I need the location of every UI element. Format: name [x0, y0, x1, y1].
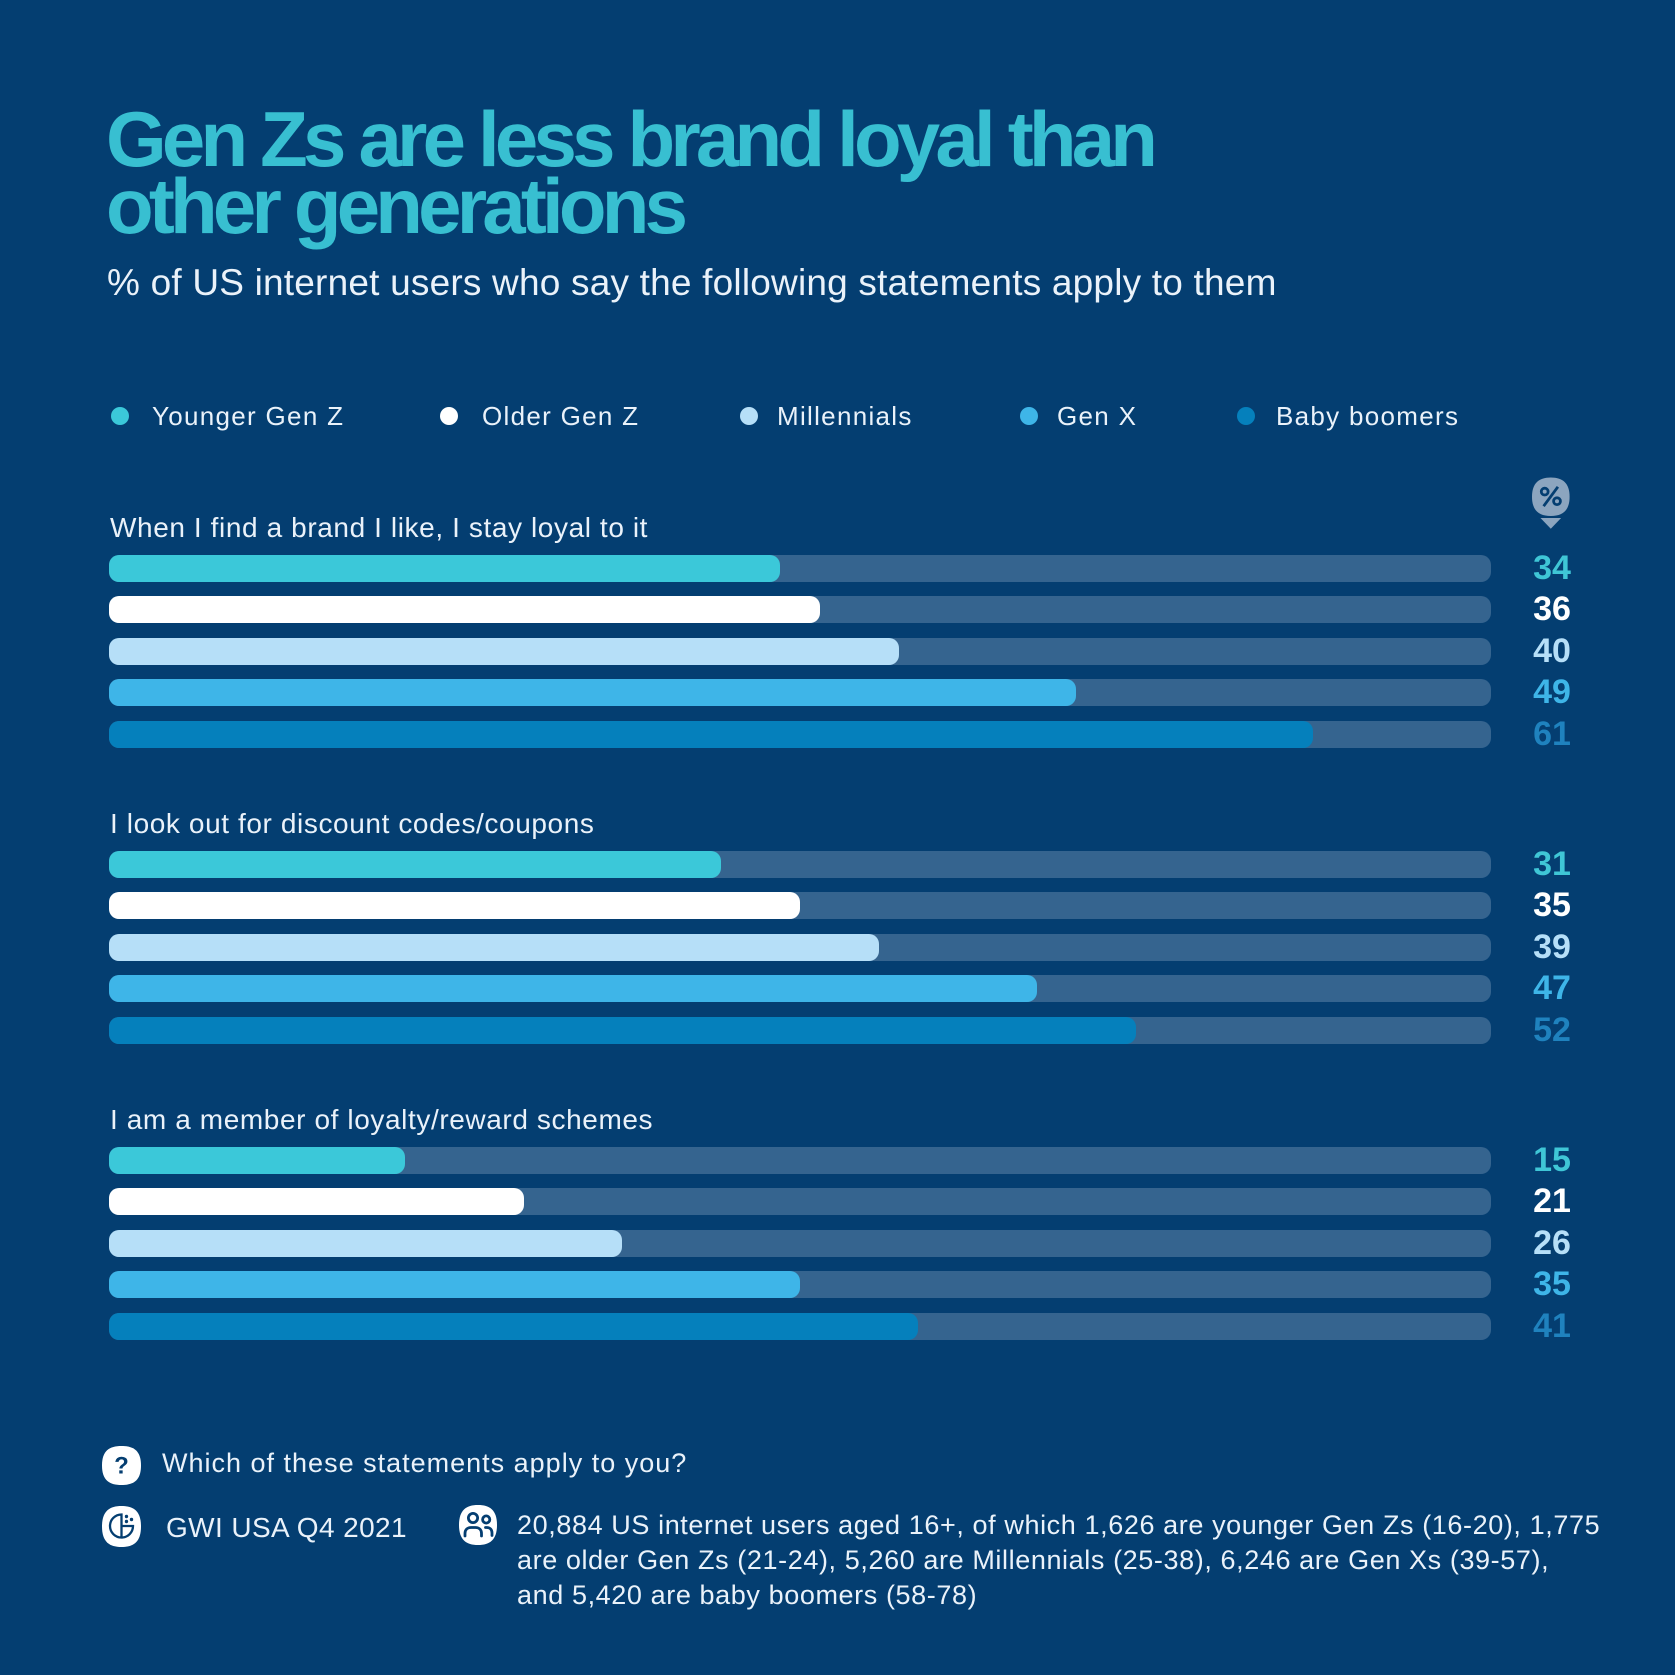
svg-text:?: ? [114, 1453, 129, 1480]
